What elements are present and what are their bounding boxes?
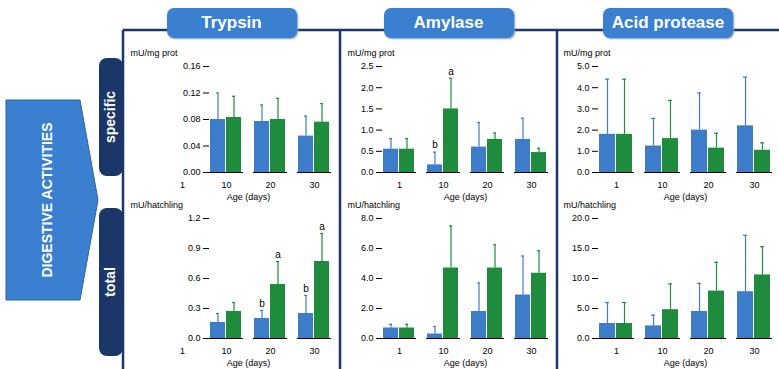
svg-text:1: 1 [180, 180, 185, 190]
svg-text:a: a [448, 66, 454, 77]
svg-text:1.5: 1.5 [361, 104, 374, 114]
svg-text:20: 20 [265, 346, 275, 356]
svg-text:3.0: 3.0 [577, 104, 590, 114]
svg-text:2.0: 2.0 [577, 125, 590, 135]
svg-text:4.0: 4.0 [577, 83, 590, 93]
svg-text:30: 30 [526, 180, 536, 190]
svg-text:Age (days): Age (days) [227, 358, 271, 368]
html-text:Amylase: Amylase [413, 13, 484, 32]
svg-text:10: 10 [657, 346, 667, 356]
svg-text:0.9: 0.9 [188, 243, 201, 253]
svg-text:total: total [102, 267, 118, 297]
svg-text:1.2: 1.2 [188, 213, 201, 223]
svg-text:15.0: 15.0 [572, 243, 590, 253]
svg-text:Age (days): Age (days) [664, 358, 708, 368]
svg-text:1: 1 [397, 346, 402, 356]
svg-text:b: b [432, 139, 438, 150]
svg-text:a: a [319, 221, 325, 232]
html-text:Acid protease: Acid protease [611, 13, 725, 32]
svg-text:0.08: 0.08 [183, 114, 201, 124]
svg-text:mU/hatchling: mU/hatchling [131, 200, 184, 210]
svg-text:10: 10 [221, 180, 231, 190]
svg-text:20: 20 [265, 180, 275, 190]
svg-text:2.0: 2.0 [361, 83, 374, 93]
svg-text:1: 1 [180, 346, 185, 356]
svg-text:10: 10 [657, 180, 667, 190]
svg-text:0.0: 0.0 [361, 167, 374, 177]
svg-text:DIGESTIVE ACTIVITIES: DIGESTIVE ACTIVITIES [39, 122, 55, 277]
svg-text:0.04: 0.04 [183, 141, 201, 151]
svg-text:0.5: 0.5 [361, 146, 374, 156]
svg-text:0.0: 0.0 [361, 333, 374, 343]
svg-text:4.0: 4.0 [361, 273, 374, 283]
svg-text:Age (days): Age (days) [444, 358, 488, 368]
svg-text:0.6: 0.6 [188, 273, 201, 283]
svg-text:mU/hatchling: mU/hatchling [348, 200, 401, 210]
svg-text:10: 10 [438, 346, 448, 356]
svg-text:10: 10 [221, 346, 231, 356]
svg-text:10: 10 [438, 180, 448, 190]
svg-text:0.3: 0.3 [188, 303, 201, 313]
svg-text:1.0: 1.0 [361, 125, 374, 135]
svg-text:mU/mg prot: mU/mg prot [131, 48, 179, 58]
svg-text:10.0: 10.0 [572, 273, 590, 283]
svg-text:b: b [259, 298, 265, 309]
svg-text:mU/mg prot: mU/mg prot [348, 48, 396, 58]
svg-text:mU/mg prot: mU/mg prot [564, 48, 612, 58]
svg-text:20.0: 20.0 [572, 213, 590, 223]
svg-text:Age (days): Age (days) [664, 192, 708, 202]
svg-text:30: 30 [309, 346, 319, 356]
svg-text:mU/hatchling: mU/hatchling [564, 200, 617, 210]
svg-text:8.0: 8.0 [361, 213, 374, 223]
svg-text:5.0: 5.0 [577, 61, 590, 71]
svg-text:1: 1 [614, 180, 619, 190]
svg-text:1: 1 [614, 346, 619, 356]
svg-text:specific: specific [102, 91, 118, 143]
svg-text:b: b [303, 283, 309, 294]
svg-text:2.5: 2.5 [361, 61, 374, 71]
svg-text:Age (days): Age (days) [227, 192, 271, 202]
svg-text:20: 20 [703, 346, 713, 356]
svg-text:0.00: 0.00 [183, 167, 201, 177]
svg-text:0.16: 0.16 [183, 61, 201, 71]
svg-text:30: 30 [749, 346, 759, 356]
svg-text:20: 20 [703, 180, 713, 190]
svg-text:20: 20 [482, 180, 492, 190]
svg-text:2.0: 2.0 [361, 303, 374, 313]
svg-text:30: 30 [526, 346, 536, 356]
svg-text:30: 30 [309, 180, 319, 190]
svg-text:6.0: 6.0 [361, 243, 374, 253]
svg-text:20: 20 [482, 346, 492, 356]
svg-text:0.12: 0.12 [183, 88, 201, 98]
svg-text:0.0: 0.0 [188, 333, 201, 343]
svg-text:5.0: 5.0 [577, 303, 590, 313]
svg-text:0.0: 0.0 [577, 167, 590, 177]
svg-text:1: 1 [397, 180, 402, 190]
svg-text:Age (days): Age (days) [444, 192, 488, 202]
svg-text:1.0: 1.0 [577, 146, 590, 156]
svg-text:30: 30 [749, 180, 759, 190]
svg-text:a: a [275, 249, 281, 260]
svg-text:0.0: 0.0 [577, 333, 590, 343]
html-text:Trypsin: Trypsin [201, 13, 262, 32]
